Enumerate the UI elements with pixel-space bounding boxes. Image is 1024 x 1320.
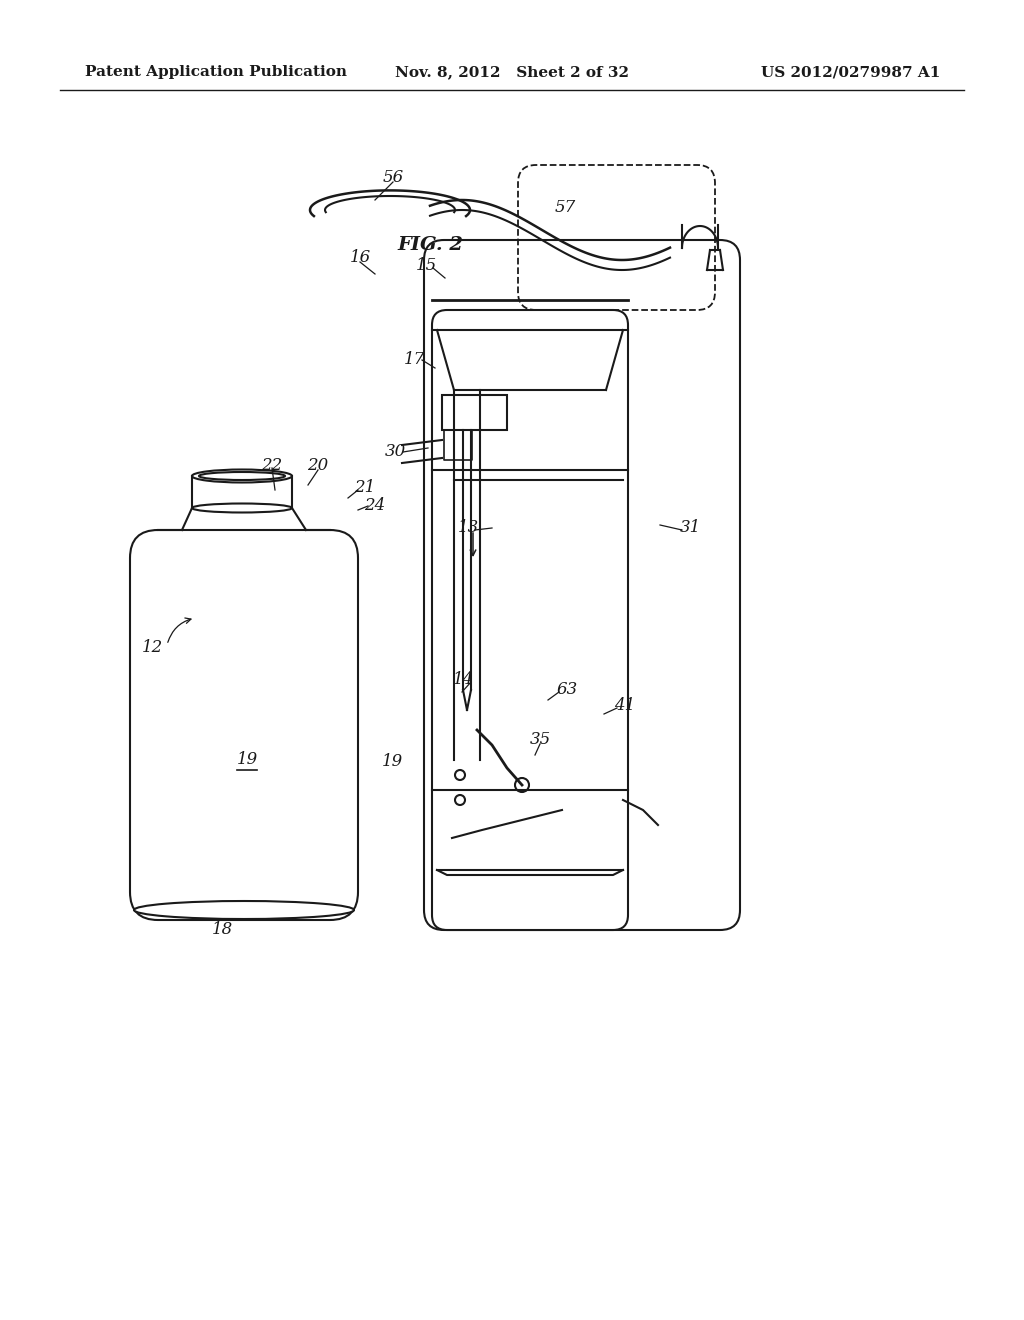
Text: 31: 31 [679,520,700,536]
Bar [193,477,292,508]
Bar [442,395,507,430]
Text: FIG. 2: FIG. 2 [397,236,463,253]
Text: 63: 63 [556,681,578,698]
FancyBboxPatch shape [424,240,740,931]
Text: 14: 14 [453,672,474,689]
Text: Nov. 8, 2012   Sheet 2 of 32: Nov. 8, 2012 Sheet 2 of 32 [395,65,629,79]
Ellipse shape [199,473,285,480]
Text: 21: 21 [354,479,376,496]
Text: 24: 24 [365,496,386,513]
FancyBboxPatch shape [130,531,358,920]
Text: 12: 12 [141,639,163,656]
Text: 57: 57 [554,199,575,216]
Ellipse shape [193,470,292,483]
Text: 18: 18 [211,921,232,939]
Text: 20: 20 [307,458,329,474]
Text: 13: 13 [458,520,478,536]
Text: 19: 19 [237,751,258,768]
Text: 16: 16 [349,249,371,267]
Ellipse shape [193,503,292,512]
Text: 19: 19 [381,754,402,771]
Text: Patent Application Publication: Patent Application Publication [85,65,347,79]
Text: 30: 30 [384,444,406,461]
Text: 56: 56 [382,169,403,186]
Text: 35: 35 [529,731,551,748]
Text: 22: 22 [261,457,283,474]
Text: US 2012/0279987 A1: US 2012/0279987 A1 [761,65,940,79]
FancyBboxPatch shape [432,310,628,931]
Text: 17: 17 [403,351,425,368]
Ellipse shape [134,902,354,919]
Text: 41: 41 [614,697,636,714]
Text: 15: 15 [416,257,436,275]
